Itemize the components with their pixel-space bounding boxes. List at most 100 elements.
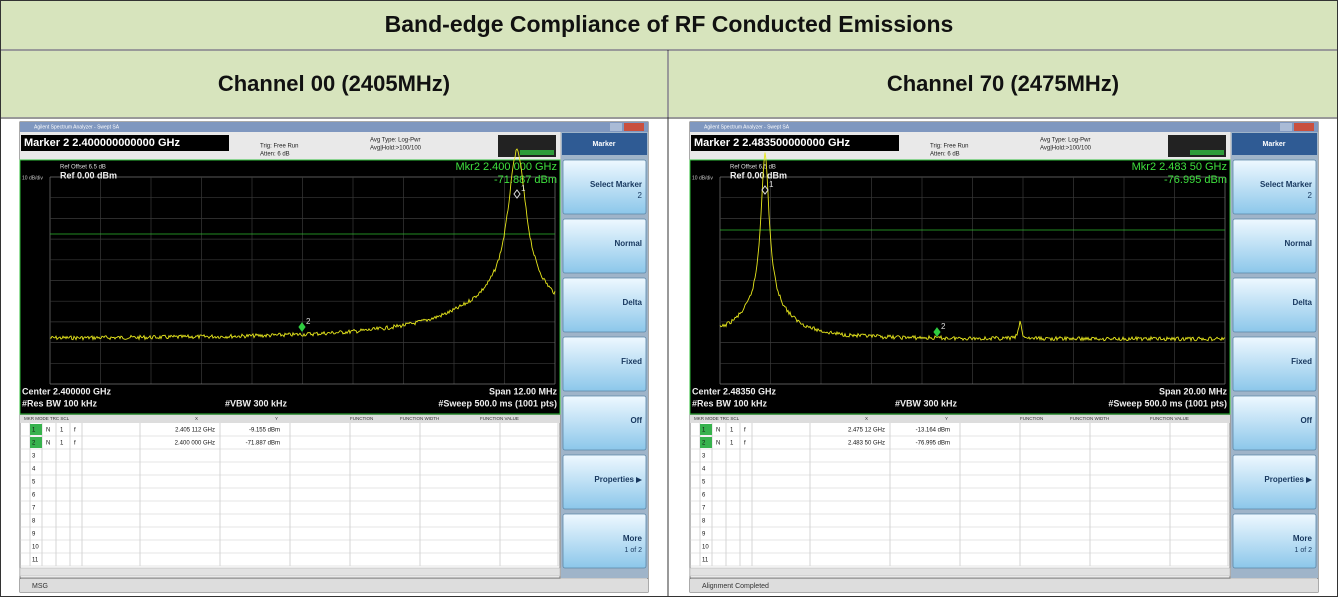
marker-level: -71.887 dBm — [494, 174, 557, 186]
softkey-label: Delta — [622, 298, 642, 307]
marker-readout: Marker 2 2.400000000000 GHz — [24, 137, 180, 149]
marker-table-cell: N — [46, 441, 50, 447]
softkey-page: 1 of 2 — [1294, 547, 1312, 554]
table-title: Band-edge Compliance of RF Conducted Emi… — [385, 11, 954, 37]
status-bar — [20, 579, 648, 592]
window-button — [610, 123, 622, 131]
row-number: 10 — [32, 545, 39, 551]
marker-table-cell: -9.155 dBm — [249, 428, 280, 434]
marker-table-heading: FUNCTION WIDTH — [1070, 416, 1109, 421]
avg-type: Avg Type: Log-Pwr — [370, 138, 420, 144]
status-message: Alignment Completed — [702, 583, 769, 590]
trig: Trig: Free Run — [930, 144, 968, 150]
window-close — [624, 123, 644, 131]
marker-label: 1 — [769, 180, 774, 189]
marker-table-cell: 2.400 000 GHz — [175, 441, 215, 447]
softkey-label: Properties — [594, 475, 634, 484]
marker-table-heading: MKR MODE TRC SCL — [24, 416, 70, 421]
window-close — [1294, 123, 1314, 131]
vbw: #VBW 300 kHz — [225, 398, 288, 408]
channel-label: Channel 70 (2475MHz) — [887, 71, 1119, 96]
status-message: MSG — [32, 583, 48, 590]
marker-readout: Marker 2 2.483500000000 GHz — [694, 137, 850, 149]
marker-table-cell: -13.164 dBm — [916, 428, 950, 434]
marker-table-cell: 2.475 12 GHz — [848, 428, 885, 434]
softkey-label: Properties — [1264, 475, 1304, 484]
softkey-label: Normal — [1284, 239, 1312, 248]
channel-label: Channel 00 (2405MHz) — [218, 71, 450, 96]
marker-table-cell: N — [716, 428, 720, 434]
trace-indicator-bar — [520, 150, 554, 155]
atten: Atten: 6 dB — [930, 152, 960, 158]
marker-table-cell: -71.887 dBm — [246, 441, 280, 447]
atten: Atten: 6 dB — [260, 152, 290, 158]
span: Span 12.00 MHz — [489, 386, 558, 396]
marker-table-header — [20, 415, 560, 423]
center-frequency: Center 2.48350 GHz — [692, 386, 777, 396]
avg-hold: Avg|Hold:>100/100 — [1040, 146, 1092, 152]
trace-indicator-bar — [1190, 150, 1224, 155]
marker-table-cell: -76.995 dBm — [916, 441, 950, 447]
marker-table-heading: FUNCTION — [350, 416, 373, 421]
rbw: #Res BW 100 kHz — [692, 398, 768, 408]
softkey-label: Select Marker — [1260, 180, 1312, 189]
marker-label: 1 — [521, 184, 526, 193]
marker-table-heading: Y — [275, 416, 278, 421]
marker-level: -76.995 dBm — [1164, 174, 1227, 186]
avg-hold: Avg|Hold:>100/100 — [370, 146, 422, 152]
scale: 10 dB/div — [22, 175, 43, 181]
marker-table-heading: FUNCTION VALUE — [480, 416, 519, 421]
marker-table-heading: MKR MODE TRC SCL — [694, 416, 740, 421]
marker-table-header — [690, 415, 1230, 423]
marker-table-heading: Y — [945, 416, 948, 421]
vbw: #VBW 300 kHz — [895, 398, 958, 408]
ref-level: Ref 0.00 dBm — [730, 170, 787, 180]
softkey-page: 1 of 2 — [624, 547, 642, 554]
softkey-label: Off — [1300, 416, 1312, 425]
rbw: #Res BW 100 kHz — [22, 398, 98, 408]
window-button — [1280, 123, 1292, 131]
marker-label: 2 — [941, 322, 946, 331]
marker-frequency: Mkr2 2.483 50 GHz — [1132, 161, 1227, 173]
analyzer-screenshot: Agilent Spectrum Analyzer - Swept SAMark… — [20, 122, 648, 592]
marker-table-cell: N — [716, 441, 720, 447]
softkey-label: Off — [630, 416, 642, 425]
softkey-value: 2 — [1308, 191, 1313, 200]
row-number: 11 — [702, 558, 709, 564]
avg-type: Avg Type: Log-Pwr — [1040, 138, 1090, 144]
softkey-value: 2 — [638, 191, 643, 200]
softkey-label: Fixed — [1291, 357, 1312, 366]
softkey-title: Marker — [593, 141, 616, 148]
analyzer-screenshot: Agilent Spectrum Analyzer - Swept SA Mark… — [690, 122, 1318, 592]
scrollbar — [690, 568, 1230, 576]
marker-table-cell: 2.483 50 GHz — [848, 441, 885, 447]
softkey-label: Fixed — [621, 357, 642, 366]
softkey-label: Select Marker — [590, 180, 642, 189]
document: Band-edge Compliance of RF Conducted Emi… — [0, 0, 1338, 597]
row-number: 11 — [32, 558, 39, 564]
plot-area — [20, 160, 560, 414]
marker-table-heading: FUNCTION VALUE — [1150, 416, 1189, 421]
trig: Trig: Free Run — [260, 144, 298, 150]
marker-table-heading: FUNCTION WIDTH — [400, 416, 439, 421]
marker-table-cell: N — [46, 428, 50, 434]
status-bar — [690, 579, 1318, 592]
scrollbar — [20, 568, 560, 576]
marker-label: 2 — [306, 317, 311, 326]
center-frequency: Center 2.400000 GHz — [22, 386, 112, 396]
marker-table-cell: 2.405 112 GHz — [175, 428, 215, 434]
row-number: 10 — [702, 545, 709, 551]
scale: 10 dB/div — [692, 175, 713, 181]
marker-table-heading: X — [195, 416, 198, 421]
ref-level: Ref 0.00 dBm — [60, 170, 117, 180]
window-title: Agilent Spectrum Analyzer - Swept SA — [704, 124, 790, 130]
marker-table-heading: FUNCTION — [1020, 416, 1043, 421]
sweep: #Sweep 500.0 ms (1001 pts) — [1108, 398, 1227, 408]
softkey-label: More — [623, 534, 643, 543]
marker-frequency: Mkr2 2.400 000 GHz — [456, 161, 558, 173]
softkey-title: Marker — [1263, 141, 1286, 148]
softkey-label: More — [1293, 534, 1313, 543]
softkey-label: Normal — [614, 239, 642, 248]
sweep: #Sweep 500.0 ms (1001 pts) — [438, 398, 557, 408]
softkey-label: Delta — [1292, 298, 1312, 307]
